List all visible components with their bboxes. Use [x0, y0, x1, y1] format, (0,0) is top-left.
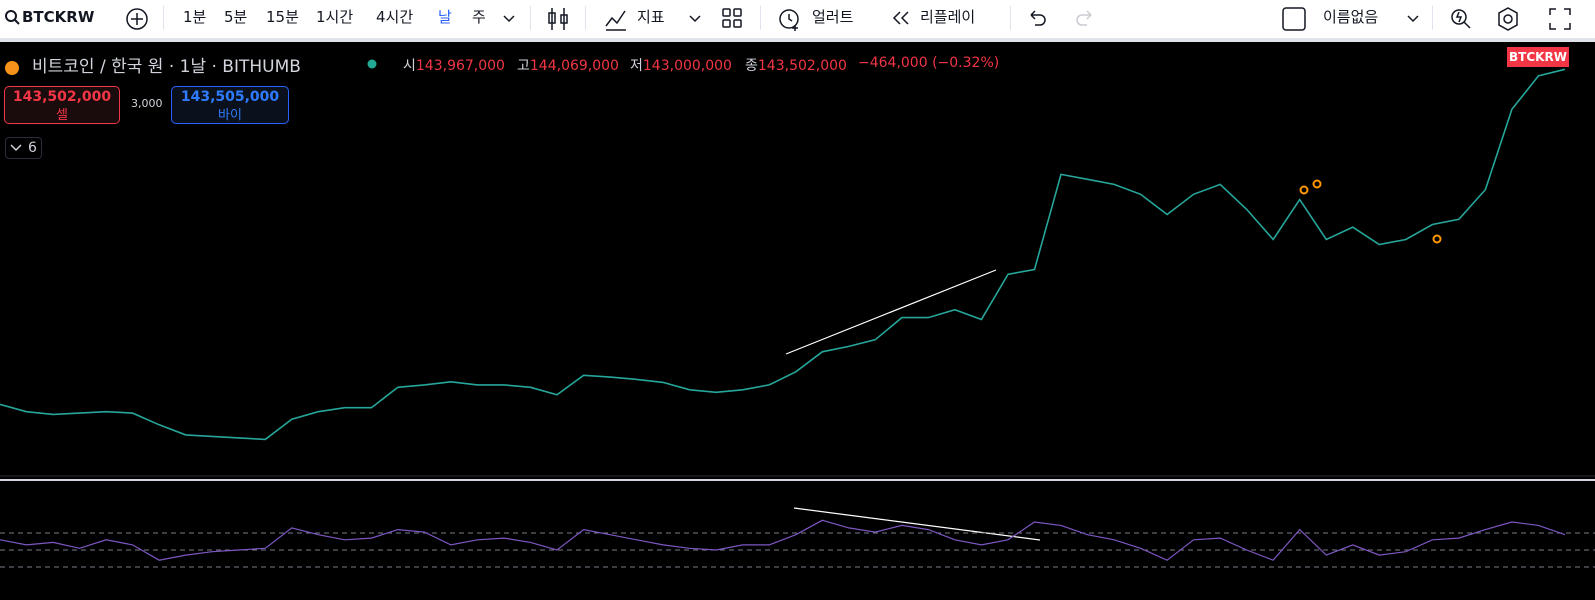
sell-price: 143,502,000	[12, 89, 112, 105]
status-dot	[367, 59, 377, 69]
interval[interactable]: 1시간	[316, 8, 354, 26]
separator	[585, 6, 586, 30]
separator	[1010, 6, 1011, 30]
indicators-icon[interactable]	[603, 6, 629, 32]
alert-button[interactable]: 얼러트	[812, 8, 854, 26]
chevron-icon[interactable]	[502, 6, 516, 30]
replay-icon[interactable]	[890, 6, 912, 30]
sell-label: 셀	[56, 108, 68, 123]
layouts-icon[interactable]	[720, 6, 744, 30]
indicator-count: 6	[28, 140, 37, 156]
legend-title: 비트코인 / 한국 원 · 1날 · BITHUMB	[32, 57, 301, 77]
ohlc-value: 144,069,000	[529, 58, 619, 74]
ohlc-item: 고144,069,000	[517, 55, 619, 75]
undo-icon[interactable]	[1027, 6, 1049, 30]
buy-label: 바이	[218, 108, 242, 123]
add-symbol-icon[interactable]	[124, 6, 150, 32]
chevron-icon[interactable]	[1406, 6, 1420, 30]
ohlc-label: 시	[403, 58, 416, 74]
toolbar: BTCKRW 1분 5분 15분 1시간 4시간 날 주 지표 얼러트 리플레이…	[0, 0, 1595, 42]
search-icon[interactable]	[4, 8, 22, 28]
separator	[760, 6, 761, 30]
ohlc-value: 143,000,000	[642, 58, 732, 74]
alert-icon[interactable]	[777, 6, 803, 32]
interval[interactable]: 4시간	[376, 8, 414, 26]
change: −464,000 (−0.32%)	[858, 55, 1000, 71]
fullscreen-icon[interactable]	[1547, 6, 1573, 32]
layout-icon[interactable]	[1281, 6, 1307, 32]
bitcoin-icon	[5, 61, 19, 75]
trend-line	[785, 269, 997, 355]
ohlc-label: 저	[630, 58, 643, 74]
interval[interactable]: 1분	[183, 8, 207, 26]
interval[interactable]: 15분	[266, 8, 299, 26]
buy-price: 143,505,000	[180, 89, 280, 105]
marker	[1432, 234, 1442, 244]
marker	[1299, 185, 1309, 195]
marker	[1312, 179, 1322, 189]
ohlc-label: 고	[517, 58, 530, 74]
quick-search-icon[interactable]	[1448, 6, 1474, 32]
indicator-toggle[interactable]: 6	[5, 137, 42, 159]
redo-icon[interactable]	[1073, 6, 1095, 30]
chevron-icon[interactable]	[688, 6, 702, 30]
trend-line	[793, 507, 1041, 541]
rsi-line	[0, 519, 1566, 561]
ohlc-value: 143,967,000	[415, 58, 505, 74]
settings-icon[interactable]	[1495, 6, 1521, 32]
symbol[interactable]: BTCKRW	[22, 8, 95, 26]
interval[interactable]: 주	[472, 8, 486, 26]
indicators-button[interactable]: 지표	[637, 8, 665, 26]
ohlc-item: 저143,000,000	[630, 55, 732, 75]
ohlc-label: 종	[745, 58, 758, 74]
chevron-icon	[10, 144, 22, 152]
ohlc-value: 143,502,000	[757, 58, 847, 74]
layout-name[interactable]: 이름없음	[1323, 8, 1379, 26]
spread: 3,000	[131, 97, 163, 110]
chart-type-icon[interactable]	[546, 6, 570, 32]
price-tag: BTCKRW	[1507, 47, 1569, 67]
interval[interactable]: 5분	[224, 8, 248, 26]
sell-button[interactable]: 143,502,000 셀	[4, 86, 120, 124]
price-line	[0, 68, 1566, 441]
ohlc-item: 시143,967,000	[403, 55, 505, 75]
separator	[1432, 6, 1433, 30]
separator	[530, 6, 531, 30]
buy-button[interactable]: 143,505,000 바이	[171, 86, 289, 124]
interval[interactable]: 날	[438, 8, 452, 26]
separator	[163, 6, 164, 30]
ohlc-item: 종143,502,000	[745, 55, 847, 75]
replay-button[interactable]: 리플레이	[920, 8, 976, 26]
